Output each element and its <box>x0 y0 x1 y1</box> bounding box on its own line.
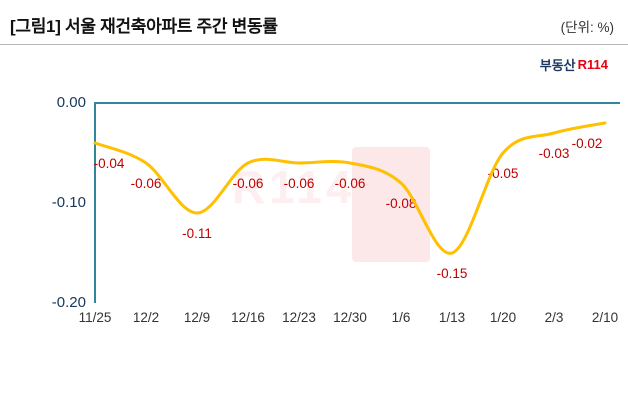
x-tick-label: 12/23 <box>282 310 316 325</box>
x-tick-label: 12/2 <box>132 310 160 325</box>
x-tick-label: 12/30 <box>333 310 367 325</box>
brand-logo-korean: 부동산 <box>539 58 576 73</box>
x-tick-label: 1/20 <box>489 310 517 325</box>
x-tick-label: 11/25 <box>78 310 112 325</box>
brand-logo: 부동산 R114 <box>540 55 608 74</box>
unit-label: (단위: %) <box>560 20 614 35</box>
point-value-label: -0.03 <box>538 146 570 161</box>
point-value-label: -0.06 <box>232 176 264 191</box>
point-value-label: -0.04 <box>93 156 125 171</box>
point-value-label: -0.06 <box>130 176 162 191</box>
x-tick-label: 1/13 <box>438 310 466 325</box>
header-divider <box>0 44 628 45</box>
point-value-label: -0.05 <box>487 166 519 181</box>
point-value-label: -0.15 <box>436 266 468 281</box>
zero-gridline <box>94 102 620 104</box>
y-tick-label: -0.20 <box>51 294 86 311</box>
x-tick-label: 2/3 <box>544 310 564 325</box>
point-value-label: -0.06 <box>334 176 366 191</box>
watermark-text: R114 <box>232 161 356 213</box>
x-tick-label: 1/6 <box>391 310 411 325</box>
x-tick-label: 2/10 <box>591 310 619 325</box>
page-title: [그림1] 서울 재건축아파트 주간 변동률 <box>10 17 278 36</box>
point-value-label: -0.02 <box>571 136 603 151</box>
x-tick-label: 12/16 <box>231 310 265 325</box>
point-value-label: -0.06 <box>283 176 315 191</box>
y-tick-label: 0.00 <box>56 94 86 111</box>
trend-line <box>93 121 607 255</box>
point-value-label: -0.08 <box>385 196 417 211</box>
x-tick-label: 12/9 <box>183 310 211 325</box>
trend-line-chart <box>93 121 607 255</box>
y-axis-line <box>94 103 96 303</box>
y-tick-label: -0.10 <box>51 194 86 211</box>
brand-logo-r114: R114 <box>577 57 608 72</box>
point-value-label: -0.11 <box>182 226 212 241</box>
